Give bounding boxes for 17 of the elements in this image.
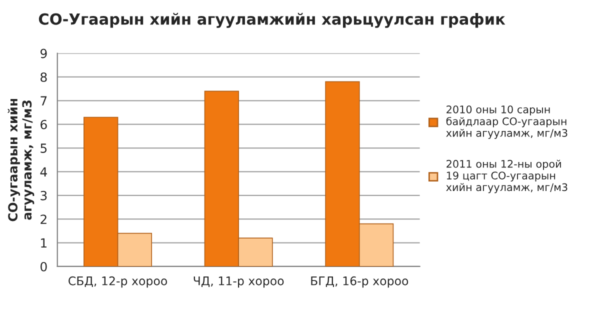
y-tick-label: 8 xyxy=(40,72,47,82)
y-tick-label: 4 xyxy=(40,167,47,176)
x-tick-label: ЧД, 11-р хороо xyxy=(194,276,284,288)
y-tick-label: 1 xyxy=(41,238,47,248)
y-tick-label: 2 xyxy=(40,214,46,224)
chart-title: СО-Угаарын хийн агууламжийн харьцуулсан график xyxy=(38,12,506,28)
y-axis-title: СО-угаарын хийн агууламж, мг/м3 xyxy=(8,98,34,222)
y-tick-label: 9 xyxy=(40,48,47,58)
y-tick-label: 0 xyxy=(40,262,47,272)
y-tick-label: 7 xyxy=(40,96,47,106)
legend-label: 2011 оны 12-ны орой 19 цагт СО-угаарын хийн агууламж, мг/м3 xyxy=(446,160,568,194)
x-tick-label: БГД, 16-р хороо xyxy=(311,276,408,288)
x-tick-label: СБД, 12-р хороо xyxy=(68,276,168,288)
legend-label: 2010 оны 10 сарын байдлаар СО-угаарын хийн агууламж, мг/м3 xyxy=(446,105,568,139)
y-tick-label: 3 xyxy=(40,190,47,200)
y-tick-label: 6 xyxy=(40,120,47,130)
y-tick-label: 5 xyxy=(40,144,47,153)
